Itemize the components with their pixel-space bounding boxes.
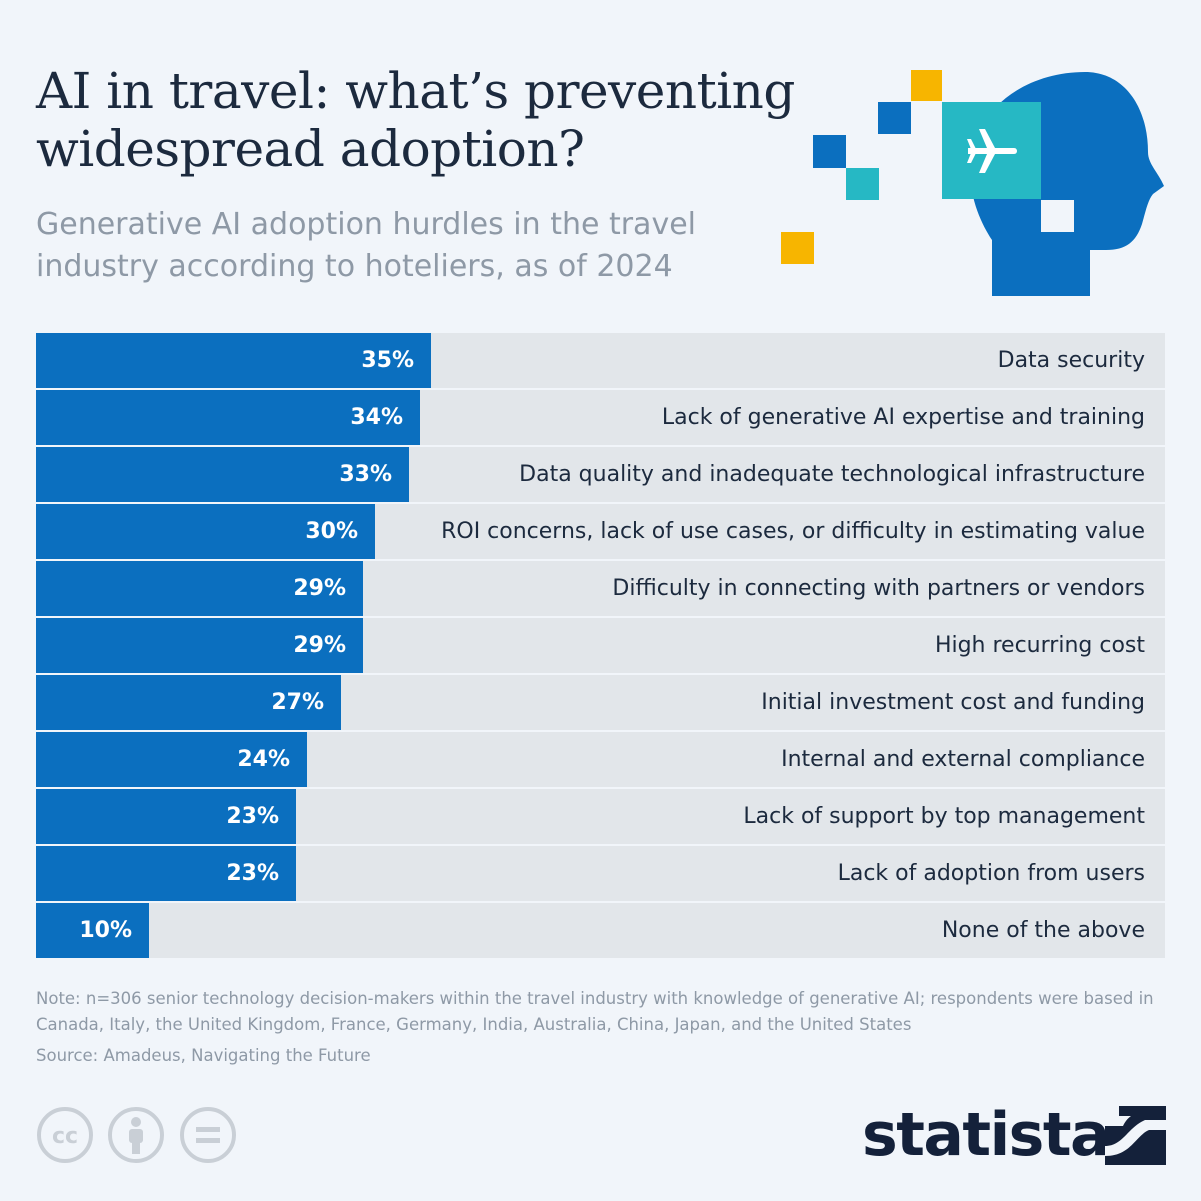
bar — [36, 333, 431, 388]
svg-text:cc: cc — [52, 1124, 78, 1149]
by-attribution-icon — [108, 1107, 164, 1163]
bar — [36, 675, 341, 730]
category-label: Lack of adoption from users — [837, 861, 1145, 886]
bar — [36, 789, 296, 844]
yellow-square-top — [911, 70, 942, 101]
white-square — [1041, 200, 1074, 232]
bar-value-label: 24% — [237, 747, 290, 772]
bar — [36, 732, 307, 787]
bar-row: 23% Lack of adoption from users — [36, 846, 1165, 901]
category-label: None of the above — [941, 918, 1145, 943]
bar-value-label: 35% — [361, 348, 414, 373]
bar-value-label: 29% — [293, 633, 346, 658]
bar-row: 23% Lack of support by top management — [36, 789, 1165, 844]
bar — [36, 561, 363, 616]
bar-row: 34% Lack of generative AI expertise and t… — [36, 390, 1165, 445]
category-label: High recurring cost — [934, 633, 1145, 658]
bar-row: 27% Initial investment cost and funding — [36, 675, 1165, 730]
bar — [36, 846, 296, 901]
teal-square-small — [846, 168, 879, 200]
bar — [36, 390, 420, 445]
bar-value-label: 27% — [271, 690, 324, 715]
category-label: ROI concerns, lack of use cases, or diff… — [441, 519, 1145, 544]
blue-square-top — [878, 102, 911, 134]
chart-subtitle: Generative AI adoption hurdles in the tr… — [36, 207, 696, 284]
bar — [36, 504, 375, 559]
bar — [36, 618, 363, 673]
category-label: Lack of generative AI expertise and trai… — [661, 405, 1145, 430]
bar-value-label: 33% — [339, 462, 392, 487]
bar-value-label: 23% — [226, 804, 279, 829]
no-derivatives-icon — [180, 1107, 236, 1163]
bar — [36, 447, 409, 502]
yellow-square-bottom — [781, 232, 814, 264]
bar-row: 29% High recurring cost — [36, 618, 1165, 673]
bar-value-label: 23% — [226, 861, 279, 886]
airplane-icon — [967, 129, 1017, 173]
category-label: Initial investment cost and funding — [761, 690, 1145, 715]
bar-chart: 35% Data security 34% Lack of generative AI… — [36, 333, 1165, 958]
chart-title: AI in travel: what’s preventing widespre… — [36, 62, 795, 178]
bar-value-label: 10% — [79, 918, 132, 943]
category-label: Lack of support by top management — [743, 804, 1145, 829]
bar-value-label: 34% — [350, 405, 403, 430]
statista-logo-icon — [1105, 1106, 1166, 1165]
bar-row: 10% None of the above — [36, 903, 1165, 958]
category-label: Internal and external compliance — [781, 747, 1145, 772]
blue-square-left — [813, 135, 846, 168]
bar-row: 30% ROI concerns, lack of use cases, or d… — [36, 504, 1165, 559]
source-text: Source: Amadeus, Navigating the Future — [36, 1046, 371, 1065]
bar — [36, 903, 149, 958]
bar-value-label: 29% — [293, 576, 346, 601]
bar-row: 29% Difficulty in connecting with partner… — [36, 561, 1165, 616]
bar-row: 24% Internal and external compliance — [36, 732, 1165, 787]
statista-wordmark: statista — [862, 1100, 1111, 1170]
category-label: Difficulty in connecting with partners o… — [612, 576, 1145, 601]
cc-icon: cc — [37, 1107, 93, 1163]
note-text: Note: n=306 senior technology decision-m… — [36, 989, 1154, 1034]
head-with-airplane-icon — [781, 70, 1164, 296]
category-label: Data quality and inadequate technologica… — [519, 462, 1145, 487]
bar-row: 35% Data security — [36, 333, 1165, 388]
bar-row: 33% Data quality and inadequate technolog… — [36, 447, 1165, 502]
bar-value-label: 30% — [305, 519, 358, 544]
category-label: Data security — [997, 348, 1145, 373]
